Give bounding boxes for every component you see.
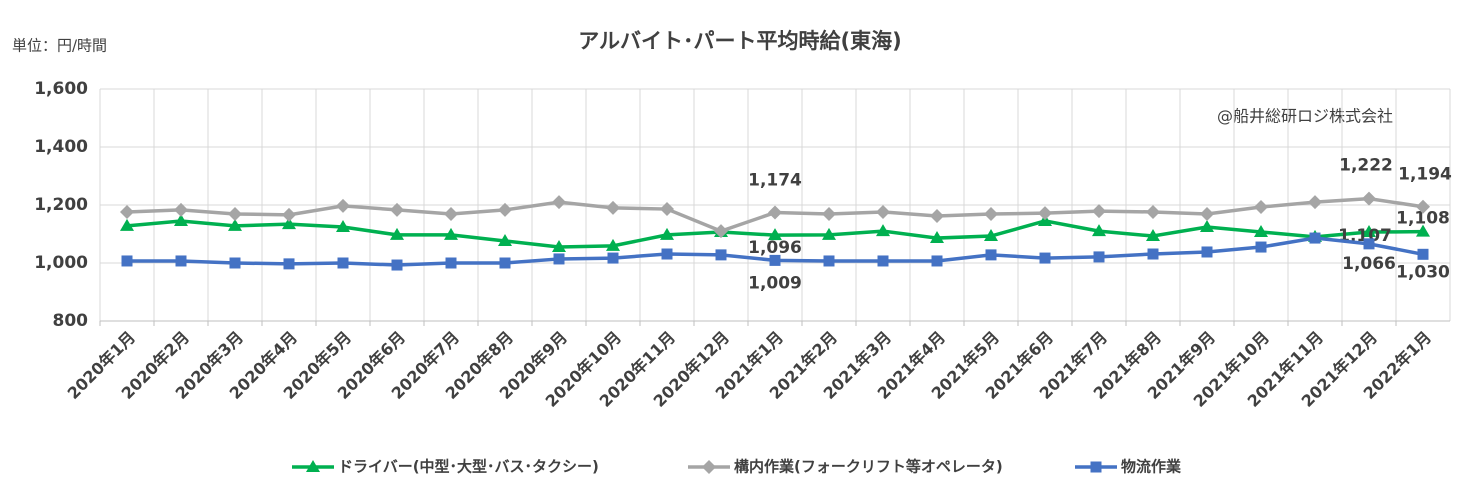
data-point <box>390 202 404 217</box>
data-label: 1,108 <box>1396 209 1450 229</box>
data-point <box>175 255 187 267</box>
data-point <box>1255 241 1267 253</box>
data-point <box>445 257 457 269</box>
data-point <box>984 206 998 221</box>
data-point <box>822 206 836 221</box>
data-point <box>877 255 889 267</box>
data-point <box>120 218 134 231</box>
data-point <box>228 218 242 231</box>
data-point <box>498 233 512 246</box>
y-tick-label: 800 <box>53 311 89 331</box>
data-point <box>1363 238 1375 250</box>
data-point <box>390 227 404 240</box>
watermark: @船井総研ロジ株式会社 <box>1217 107 1393 126</box>
data-point <box>606 200 620 215</box>
data-point <box>822 227 836 240</box>
data-point <box>1201 246 1213 258</box>
legend-label: ドライバー(中型･大型･バス･タクシー) <box>338 458 599 476</box>
data-point <box>715 249 727 261</box>
data-point <box>1146 204 1160 219</box>
data-point <box>876 224 890 237</box>
data-point <box>336 198 350 213</box>
data-point <box>768 228 782 241</box>
data-point <box>1200 206 1214 221</box>
data-point <box>660 227 674 240</box>
data-point <box>714 224 728 239</box>
data-point <box>1417 248 1429 260</box>
y-tick-label: 1,000 <box>34 253 88 273</box>
data-point <box>499 257 511 269</box>
data-point <box>1092 224 1106 237</box>
data-point <box>229 257 241 269</box>
data-point <box>660 202 674 217</box>
data-point <box>552 240 566 253</box>
data-point <box>1309 232 1321 244</box>
data-point <box>985 249 997 261</box>
legend-marker <box>702 460 716 474</box>
data-point <box>282 207 296 222</box>
watermark-box <box>1195 100 1420 132</box>
data-point <box>174 213 188 226</box>
chart-title: アルバイト･パート平均時給(東海) <box>578 29 901 53</box>
data-point <box>931 255 943 267</box>
data-point <box>1308 195 1322 210</box>
data-point <box>1146 229 1160 242</box>
data-point <box>282 217 296 230</box>
data-label: 1,066 <box>1342 254 1396 274</box>
data-label: 1,194 <box>1398 165 1452 185</box>
data-point <box>1038 206 1052 221</box>
data-point <box>228 206 242 221</box>
data-point <box>553 253 565 265</box>
data-point <box>1362 224 1376 237</box>
data-label: 1,030 <box>1396 262 1450 282</box>
data-label: 1,222 <box>1339 156 1393 176</box>
data-point <box>444 206 458 221</box>
data-point <box>769 254 781 266</box>
data-point <box>120 204 134 219</box>
data-point <box>876 204 890 219</box>
data-point <box>283 258 295 270</box>
data-point <box>606 238 620 251</box>
data-label: 1,009 <box>748 273 802 293</box>
data-point <box>1147 248 1159 260</box>
data-point <box>930 209 944 224</box>
legend-marker <box>1090 461 1102 473</box>
y-tick-label: 1,600 <box>34 79 88 99</box>
data-point <box>1200 220 1214 233</box>
data-point <box>444 227 458 240</box>
data-point <box>984 229 998 242</box>
data-point <box>823 255 835 267</box>
data-point <box>121 255 133 267</box>
data-point <box>1039 252 1051 264</box>
data-label: 1,174 <box>748 171 802 191</box>
data-point <box>930 231 944 244</box>
data-point <box>1093 251 1105 263</box>
y-tick-label: 1,200 <box>34 195 88 215</box>
data-point <box>1254 200 1268 215</box>
data-point <box>1362 191 1376 206</box>
unit-label: 単位：円/時間 <box>12 37 107 55</box>
data-label: 1,096 <box>748 238 802 258</box>
legend-marker <box>306 460 320 472</box>
legend-label: 構内作業(フォークリフト等オペレータ) <box>734 458 1003 476</box>
data-point <box>1092 204 1106 219</box>
data-point <box>552 195 566 210</box>
data-point <box>174 202 188 217</box>
data-point <box>1416 199 1430 214</box>
data-point <box>391 259 403 271</box>
data-point <box>607 252 619 264</box>
data-point <box>336 220 350 233</box>
legend-label: 物流作業 <box>1121 458 1182 476</box>
data-point <box>1254 224 1268 237</box>
data-point <box>498 202 512 217</box>
data-point <box>337 257 349 269</box>
data-point <box>1416 224 1430 237</box>
data-point <box>661 248 673 260</box>
y-tick-label: 1,400 <box>34 137 88 157</box>
data-point <box>768 205 782 220</box>
